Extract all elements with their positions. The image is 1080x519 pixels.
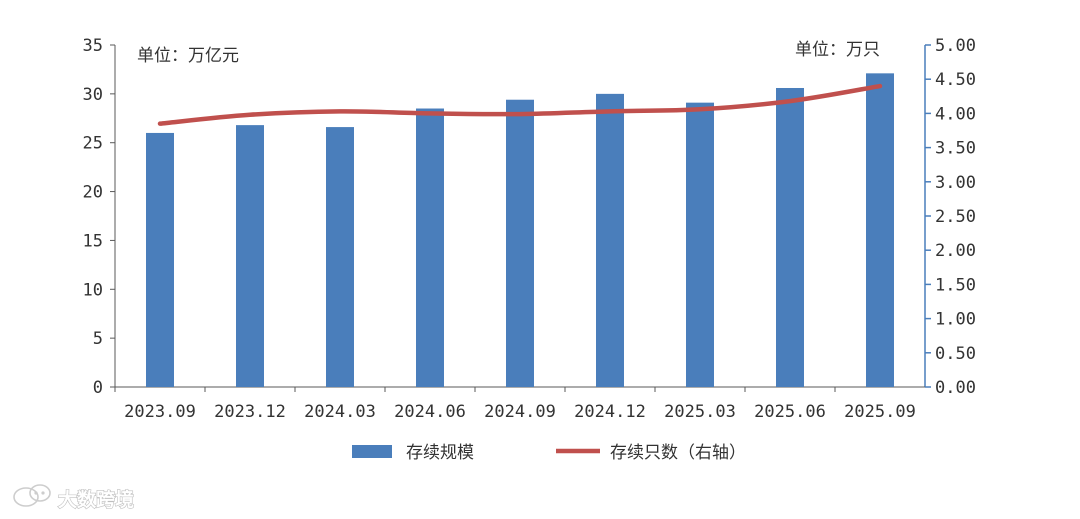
bar [776,87,804,387]
legend: 存续规模 存续只数（右轴） [352,443,746,463]
bar [686,102,714,387]
left-tick-label: 0 [93,378,103,398]
x-tick-label: 2024.03 [304,402,376,422]
bar [506,99,534,387]
right-y-ticks: 0.00 0.50 1.00 1.50 2.00 2.50 3.00 3.50 4.00 4.50… [925,36,976,398]
legend-bar-swatch [352,445,392,458]
chat-bubble-logo-icon [13,484,51,507]
right-tick-label: 3.50 [935,139,976,159]
left-unit-label: 单位：万亿元 [137,46,239,66]
right-unit-label: 单位：万只 [795,40,880,60]
left-tick-label: 35 [83,36,103,56]
watermark: 大数跨境 [13,484,135,512]
x-tick-label: 2025.03 [664,402,736,422]
x-tick-label: 2025.09 [844,402,916,422]
right-tick-label: 5.00 [935,36,976,56]
right-tick-label: 0.00 [935,378,976,398]
x-tick-label: 2025.06 [754,402,826,422]
right-tick-label: 0.50 [935,344,976,364]
legend-bar-label: 存续规模 [406,443,474,463]
bar-series [146,73,894,387]
left-tick-label: 25 [83,134,103,154]
bar [146,132,174,387]
x-tick-label: 2023.09 [124,402,196,422]
legend-line-label: 存续只数（右轴） [610,443,746,463]
right-tick-label: 2.50 [935,207,976,227]
bar [416,108,444,387]
right-tick-label: 1.00 [935,310,976,330]
watermark-text: 大数跨境 [58,488,134,511]
right-tick-label: 3.00 [935,173,976,193]
left-tick-label: 20 [83,183,103,203]
left-tick-label: 5 [93,329,103,349]
right-tick-label: 4.50 [935,70,976,90]
bar [236,125,264,387]
x-tick-label: 2024.06 [394,402,466,422]
left-tick-label: 15 [83,231,103,251]
left-tick-label: 30 [83,85,103,105]
x-tick-label: 2023.12 [214,402,286,422]
x-tick-labels: 2023.09 2023.12 2024.03 2024.06 2024.09 2024.… [114,387,916,422]
x-tick-label: 2024.09 [484,402,556,422]
line-series [157,83,883,126]
right-tick-label: 4.00 [935,104,976,124]
left-y-ticks: 0 5 10 15 20 25 30 35 [83,36,115,398]
bar [866,73,894,387]
bar [596,93,624,387]
bar [326,127,354,387]
left-tick-label: 10 [83,280,103,300]
right-tick-label: 1.50 [935,275,976,295]
right-tick-label: 2.00 [935,241,976,261]
x-tick-label: 2024.12 [574,402,646,422]
